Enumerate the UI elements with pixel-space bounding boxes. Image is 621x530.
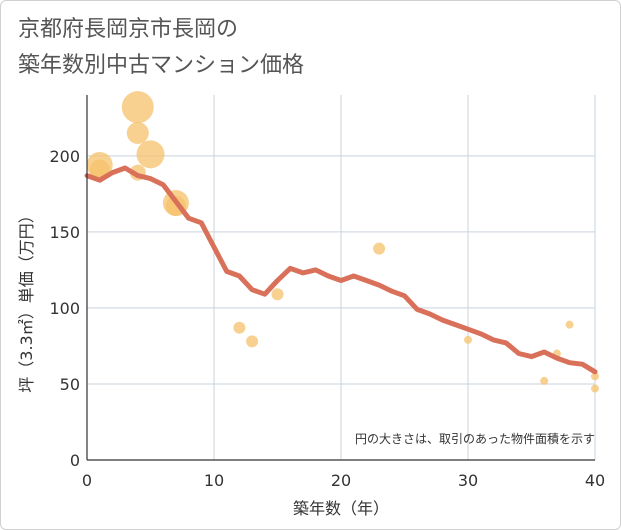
bubble-11 [373,242,386,255]
size-note: 円の大きさは、取引のあった物件面積を示す [355,431,595,446]
bubble-10 [271,288,284,301]
y-tick-label-0: 0 [70,451,80,470]
bubble-5 [136,140,165,169]
bubble-12 [464,335,472,344]
x-tick-label-0: 0 [82,471,92,490]
bubble-16 [591,372,599,381]
bubble-17 [591,384,599,393]
bubble-8 [233,321,246,334]
grid-lines [87,95,596,460]
trend-line [84,165,598,375]
x-tick-label-10: 10 [204,471,224,490]
bubble-15 [565,320,574,329]
y-tick-label-50: 50 [60,375,80,394]
bubble-2 [121,91,154,124]
y-axis-label: 坪（3.3㎡）単価（万円） [17,207,36,392]
bubble-3 [126,122,149,145]
bubble-13 [540,376,549,385]
chart-title: 京都府長岡京市長岡の 築年数別中古マンション価格 [18,12,304,84]
x-tick-label-40: 40 [585,471,605,490]
y-tick-label-100: 100 [49,299,80,318]
trend-series [84,165,598,375]
x-tick-label-30: 30 [458,471,478,490]
bubble-9 [246,335,259,348]
x-axis-label: 築年数（年） [293,499,389,518]
x-tick-labels: 0 10 20 30 40 [82,471,605,490]
chart-title-line-1: 京都府長岡京市長岡の [18,17,239,42]
x-tick-label-20: 20 [331,471,351,490]
bubble-series [86,91,599,393]
y-tick-labels: 0 50 100 150 200 [49,147,80,470]
chart-title-line-2: 築年数別中古マンション価格 [18,53,305,78]
y-tick-label-200: 200 [49,147,80,166]
y-tick-label-150: 150 [49,223,80,242]
axes [86,95,595,461]
